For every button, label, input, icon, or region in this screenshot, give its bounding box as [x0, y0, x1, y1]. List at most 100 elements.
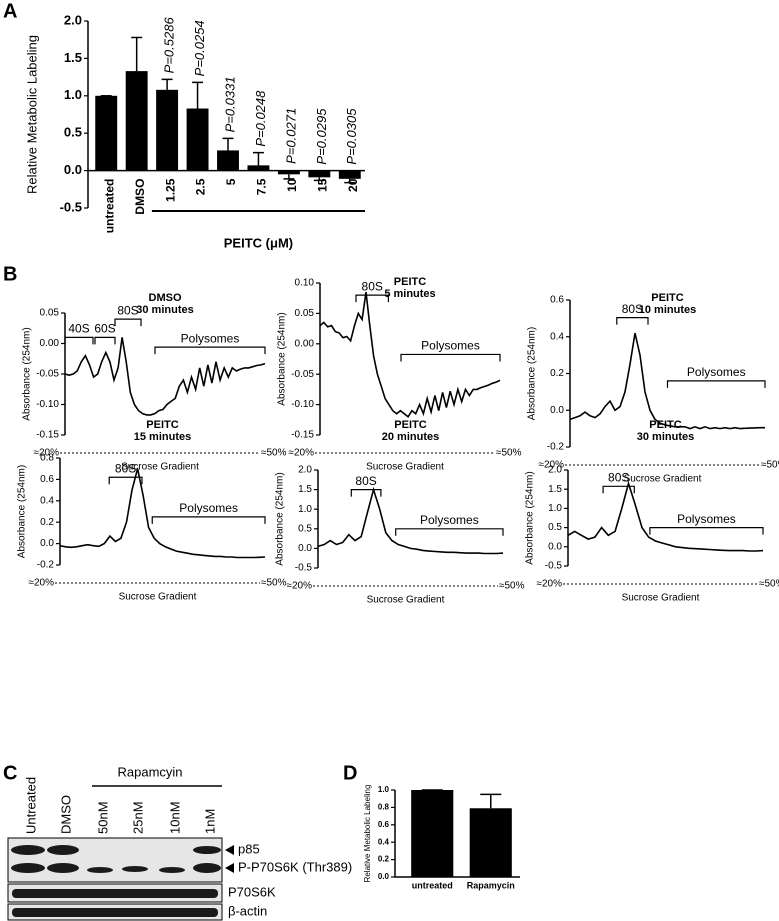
bar: [217, 150, 239, 171]
gradient-start: ≈20%: [536, 579, 562, 590]
bracket: [114, 318, 142, 327]
chart-title: 20 minutes: [382, 431, 439, 443]
y-tick-label: 0.6: [550, 295, 564, 306]
y-tick-label: 0.6: [40, 474, 54, 485]
y-tick-label: 0.0: [550, 405, 564, 416]
error-bar: [313, 177, 325, 182]
y-tick-label: 0.0: [64, 162, 82, 177]
y-tick-label: -0.05: [36, 369, 59, 380]
y-axis-label: Relative Metabolic Labeling: [24, 35, 39, 194]
gradient-start: ≈20%: [28, 578, 54, 589]
bracket-label: 80S: [115, 461, 136, 475]
chart: A -0.5 0.0 0.5 1.0 1.5 2.0 Relative Metabolic L…: [3, 0, 365, 250]
bracket: [616, 317, 649, 325]
y-tick-label: 1.5: [548, 484, 562, 495]
error-bar: [344, 178, 356, 184]
y-tick-label: 0.0: [298, 543, 312, 554]
x-tick-label: 7.5: [255, 178, 269, 195]
band: [11, 863, 45, 873]
panel-letter: D: [343, 762, 357, 784]
gradient-end: ≈50%: [261, 448, 287, 459]
y-tick-label: 0.4: [550, 331, 564, 342]
y-tick-label: -0.2: [547, 442, 565, 453]
profile-line: [319, 291, 501, 418]
chart-title: PEITC: [651, 292, 683, 304]
y-axis-label: Absorbance (254nm): [22, 327, 33, 420]
error-bar: [222, 137, 234, 151]
y-axis-label: Absorbance (254nm): [277, 312, 288, 405]
y-tick-label: -0.15: [291, 430, 314, 441]
gradient-start: ≈20%: [33, 448, 59, 459]
profile-line: [569, 332, 765, 430]
y-tick-label: 0.5: [548, 522, 562, 533]
y-tick-label: 0.2: [378, 855, 390, 864]
panel-letter: A: [3, 0, 17, 22]
y-tick-label: -0.05: [291, 369, 314, 380]
treatment-label: Rapamcyin: [117, 764, 182, 779]
y-tick-label: 0.0: [40, 538, 54, 549]
y-tick-label: 1.5: [298, 484, 312, 495]
bracket: [400, 353, 501, 362]
bar: [411, 790, 454, 877]
y-tick-label: 0.10: [295, 278, 315, 289]
y-axis-label: Absorbance (254nm): [525, 471, 536, 564]
lane-label: 50nM: [95, 801, 110, 834]
p-value: P=0.0248: [253, 90, 268, 147]
chart-title: PEITC: [649, 419, 681, 431]
profile-line: [64, 337, 266, 416]
band: [122, 866, 148, 872]
y-tick-label: -0.10: [291, 399, 314, 410]
y-tick-label: 2.0: [548, 465, 562, 476]
y-tick-label: 1.0: [64, 87, 82, 102]
chart-title: PEITC: [394, 419, 426, 431]
bar: [125, 71, 148, 171]
y-tick-label: 0.4: [40, 495, 54, 506]
bracket: [108, 476, 143, 485]
gradient-end: ≈50%: [261, 578, 287, 589]
x-tick-label: untreated: [102, 179, 116, 234]
bracket: [64, 336, 94, 345]
y-tick-label: 2.0: [298, 465, 312, 476]
arrow: [225, 863, 234, 873]
profile-line: [59, 468, 266, 559]
band-label: P70S6K: [228, 884, 276, 899]
x-tick-label: 2.5: [194, 178, 208, 195]
bracket-label: 80S: [622, 302, 643, 316]
profile-line: [567, 480, 764, 552]
blot-panel: C Rapamcyin p85 P-P70S6K (Thr389) P70S6K…: [3, 762, 352, 921]
band: [159, 867, 185, 873]
y-tick-label: 0.0: [378, 872, 390, 881]
p-value: P=0.0254: [192, 20, 207, 76]
bracket-label: Polysomes: [181, 331, 240, 345]
y-tick-label: 0.0: [548, 541, 562, 552]
chart-title: 10 minutes: [639, 304, 696, 316]
y-tick-label: 0.2: [40, 517, 54, 528]
y-tick-label: -0.5: [545, 561, 563, 572]
bracket: [94, 336, 116, 345]
bracket: [350, 489, 382, 497]
x-axis-label: Sucrose Gradient: [367, 595, 445, 606]
bracket: [395, 528, 504, 536]
y-tick-label: -0.10: [36, 399, 59, 410]
y-tick-label: 1.0: [378, 785, 390, 794]
band-label: P-P70S6K (Thr389): [238, 859, 352, 874]
y-tick-label: 0.05: [295, 308, 315, 319]
x-tick-label: 15: [316, 178, 330, 192]
band: [47, 863, 79, 873]
arrow: [225, 845, 234, 855]
chart-title: 30 minutes: [136, 304, 193, 316]
y-tick-label: 0.2: [550, 368, 564, 379]
lane-label: 10nM: [167, 801, 182, 834]
bracket-label: Polysomes: [677, 512, 736, 526]
x-axis-label: Sucrose Gradient: [121, 462, 199, 473]
group-label: PEITC (μM): [224, 235, 293, 250]
chart-title: 5 minutes: [384, 288, 435, 300]
y-tick-label: 0.8: [378, 803, 390, 812]
y-tick-label: 0.00: [295, 338, 315, 349]
gradient-start: ≈20%: [286, 581, 312, 592]
gradient-end: ≈50%: [496, 448, 522, 459]
bracket-label: Polysomes: [421, 339, 480, 353]
gradient-start: ≈20%: [538, 460, 564, 471]
bracket: [355, 294, 389, 303]
